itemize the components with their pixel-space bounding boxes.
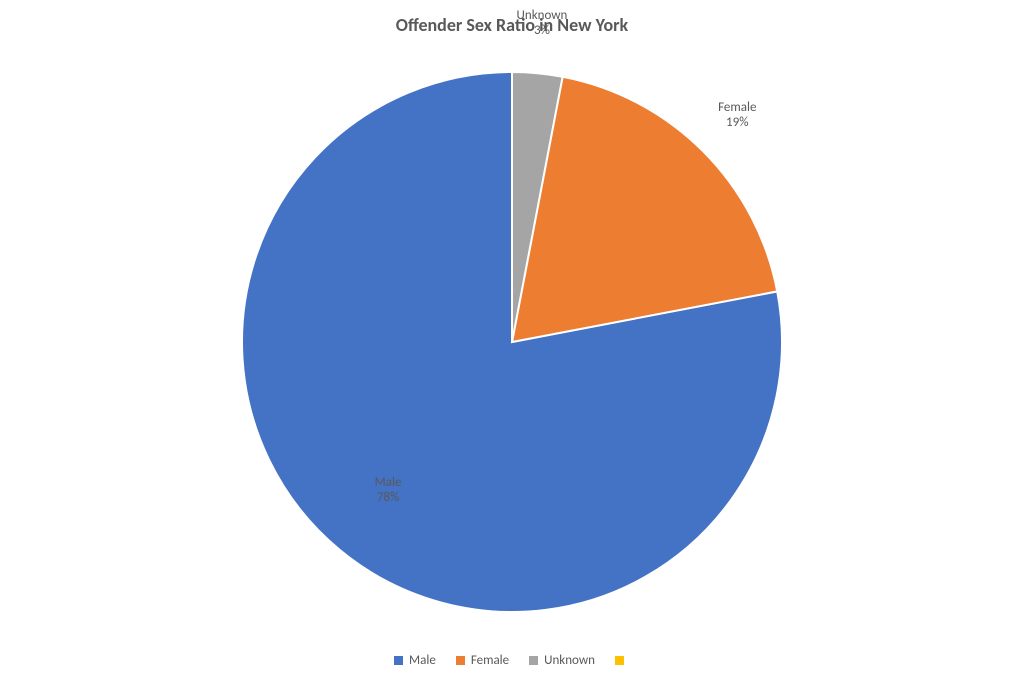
chart-title: Offender Sex Ratio in New York (0, 14, 1024, 36)
pie-data-label-name: Female (718, 101, 756, 116)
pie-plot-area: Male78%Female19%Unknown3% (0, 50, 1024, 633)
legend-label: Female (471, 653, 509, 668)
pie-data-label-pct: 3% (517, 24, 568, 39)
legend-swatch (456, 656, 465, 665)
legend-swatch (529, 656, 538, 665)
legend-item: Unknown (529, 653, 595, 668)
legend-label: Unknown (544, 653, 595, 668)
pie-data-label-name: Male (375, 476, 402, 491)
pie-data-label: Male78% (375, 476, 402, 506)
pie-data-label-pct: 19% (718, 116, 756, 131)
legend-item (615, 656, 630, 665)
legend-swatch (615, 656, 624, 665)
pie-data-label: Female19% (718, 101, 756, 131)
legend-item: Male (394, 653, 436, 668)
legend-item: Female (456, 653, 509, 668)
legend: Male Female Unknown (0, 653, 1024, 669)
legend-swatch (394, 656, 403, 665)
pie-data-label-name: Unknown (517, 9, 568, 24)
pie-chart (0, 50, 1024, 633)
pie-data-label-pct: 78% (375, 491, 402, 506)
legend-label: Male (409, 653, 436, 668)
chart-container: Offender Sex Ratio in New York Male78%Fe… (0, 0, 1024, 683)
pie-data-label: Unknown3% (517, 9, 568, 39)
